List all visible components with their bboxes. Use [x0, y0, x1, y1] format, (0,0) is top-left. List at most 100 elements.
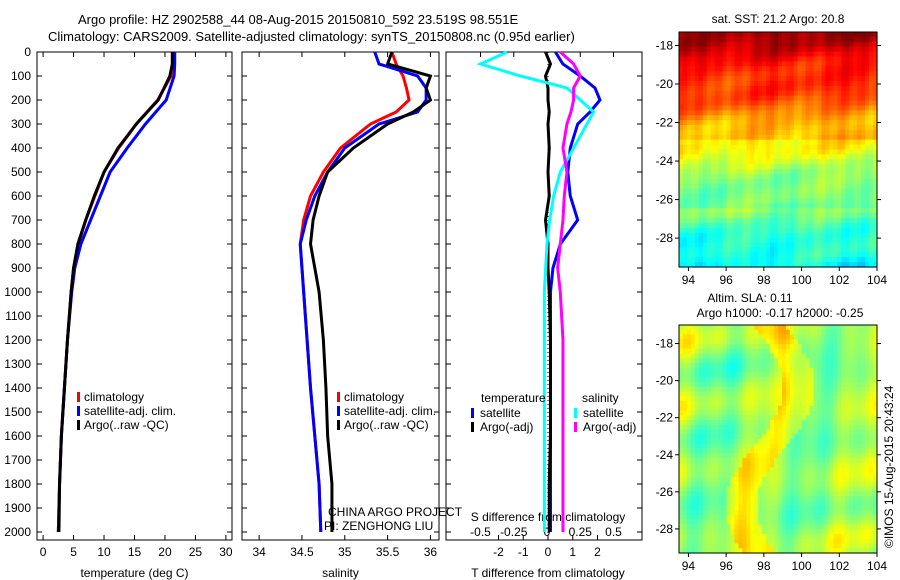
map-cell: [698, 377, 704, 383]
map-cell: [722, 348, 728, 355]
map-cell: [702, 183, 708, 190]
map-cell: [797, 481, 803, 488]
map-cell: [857, 36, 862, 43]
map-cell: [778, 222, 783, 229]
map-cell: [865, 125, 870, 131]
map-cell: [801, 472, 807, 478]
map-cell: [679, 149, 684, 155]
map-cell: [710, 529, 716, 535]
map-cell: [762, 538, 767, 545]
map-cell: [781, 496, 787, 502]
map-cell: [710, 486, 716, 492]
map-cell: [738, 382, 743, 388]
map-cell: [849, 257, 854, 263]
map-cell: [789, 405, 795, 412]
map-cell: [738, 183, 743, 190]
map-cell: [797, 173, 803, 180]
map-cell: [857, 377, 862, 383]
map-cell: [805, 496, 811, 502]
map-cell: [833, 213, 838, 219]
map-cell: [789, 76, 795, 82]
map-cell: [746, 377, 751, 383]
map-cell: [766, 491, 771, 497]
map-cell: [710, 51, 716, 58]
map-cell: [682, 56, 688, 62]
map-cell: [829, 510, 835, 516]
map-cell: [805, 472, 811, 478]
map-cell: [785, 208, 791, 214]
map-cell: [706, 188, 712, 195]
map-cell: [821, 222, 827, 229]
map-cell: [686, 144, 692, 151]
map-cell: [770, 377, 775, 383]
map-cell: [774, 334, 779, 340]
map-cell: [750, 85, 755, 92]
map-cell: [710, 105, 716, 111]
map-cell: [750, 453, 755, 459]
map-cell: [821, 363, 827, 369]
map-cell: [805, 348, 811, 355]
map-cell: [841, 183, 846, 190]
map-cell: [714, 548, 720, 554]
map-cell: [770, 262, 775, 268]
map-cell: [825, 415, 831, 421]
map-cell: [742, 429, 747, 435]
map-cell: [865, 443, 870, 450]
map-cell: [738, 358, 743, 364]
map-cell: [770, 477, 775, 483]
map-cell: [781, 510, 787, 516]
map-cell: [734, 538, 739, 545]
map-cell: [801, 348, 807, 355]
map-cell: [778, 491, 783, 497]
map-cell: [785, 524, 791, 530]
map-cell: [758, 372, 763, 378]
map-cell: [686, 95, 692, 102]
map-cell: [726, 232, 732, 239]
map-cell: [845, 543, 850, 549]
map-cell: [825, 548, 831, 554]
map-cell: [789, 410, 795, 416]
map-cell: [873, 358, 878, 364]
map-cell: [770, 110, 775, 116]
map-cell: [754, 386, 759, 393]
map-cell: [702, 188, 708, 195]
map-cell: [857, 529, 862, 535]
map-cell: [694, 367, 700, 374]
map-cell: [770, 120, 775, 126]
map-cell: [686, 543, 692, 549]
map-cell: [841, 95, 846, 102]
map-cell: [785, 237, 791, 244]
map-cell: [698, 391, 704, 397]
map-cell: [690, 139, 696, 146]
map-cell: [734, 363, 739, 369]
map-cell: [793, 453, 799, 459]
map-cell: [734, 534, 739, 540]
map-cell: [801, 125, 807, 131]
map-cell: [738, 90, 743, 97]
map-cell: [726, 247, 732, 253]
map-cell: [702, 80, 708, 87]
map-cell: [679, 144, 684, 151]
map-cell: [873, 496, 878, 502]
map-cell: [805, 415, 811, 421]
map-cell: [793, 198, 799, 204]
map-cell: [841, 252, 846, 258]
map-cell: [754, 363, 759, 369]
map-cell: [849, 515, 854, 521]
map-cell: [730, 105, 736, 111]
map-cell: [869, 71, 874, 77]
map-cell: [762, 169, 767, 175]
map-cell: [865, 159, 870, 165]
map-cell: [833, 41, 838, 48]
map-cell: [679, 519, 684, 526]
map-cell: [742, 401, 747, 407]
map-cell: [730, 169, 736, 175]
map-cell: [694, 218, 700, 224]
map-cell: [718, 257, 724, 263]
map-cell: [730, 100, 736, 107]
map-cell: [869, 41, 874, 48]
map-cell: [825, 173, 831, 180]
map-cell: [825, 100, 831, 107]
map-cell: [762, 401, 767, 407]
map-cell: [758, 169, 763, 175]
